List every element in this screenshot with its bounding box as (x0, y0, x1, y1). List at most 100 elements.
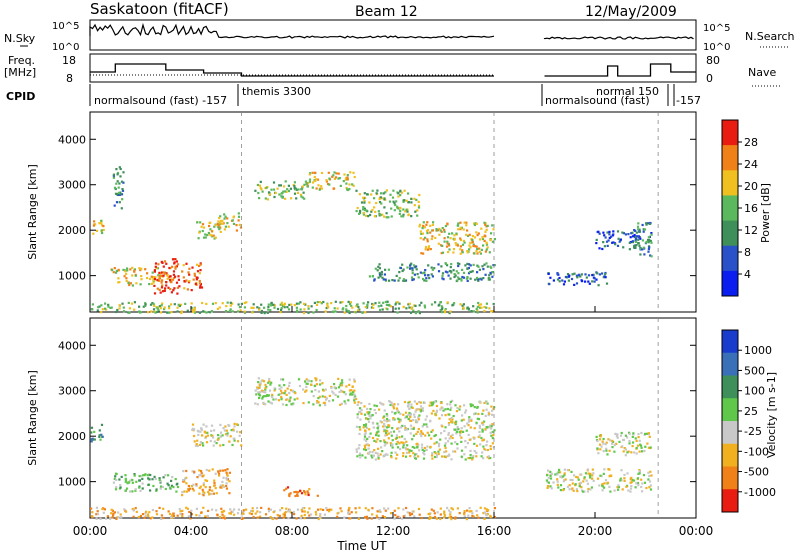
velocity-cell (471, 512, 474, 515)
velocity-cell (404, 428, 407, 431)
velocity-cell (421, 409, 424, 412)
power-cell (305, 182, 308, 185)
power-cell (302, 312, 306, 315)
power-cell (491, 224, 494, 227)
power-cell (402, 268, 405, 271)
power-cell (119, 167, 122, 171)
velocity-cell (355, 448, 358, 451)
velocity-cell (341, 379, 344, 382)
velocity-cell (317, 517, 320, 521)
velocity-cell (609, 439, 612, 442)
power-cell (341, 301, 344, 304)
power-cell (396, 311, 399, 314)
power-cell (563, 280, 566, 283)
power-cell (252, 303, 255, 306)
power-cell (166, 274, 169, 277)
velocity-cell (313, 384, 316, 388)
power-cell (420, 232, 423, 235)
cpid-label: CPID (6, 90, 35, 103)
power-cell (396, 301, 399, 304)
velocity-cell (422, 451, 425, 454)
power-cell (453, 234, 456, 237)
velocity-cell (210, 429, 213, 432)
power-cell (325, 180, 328, 183)
power-cell (645, 223, 648, 226)
velocity-cell (478, 426, 481, 429)
velocity-cell (95, 513, 98, 516)
power-cell (488, 307, 491, 310)
power-cell (482, 268, 485, 271)
velocity-colorbar-swatch (722, 330, 738, 354)
velocity-cell (110, 512, 113, 515)
power-cell (259, 180, 262, 183)
velocity-cell (141, 513, 145, 516)
power-cell (310, 305, 313, 308)
velocity-cell (599, 474, 602, 477)
power-cell (161, 284, 164, 287)
power-cell (216, 307, 219, 310)
power-cell (566, 273, 570, 276)
power-cell (380, 270, 383, 274)
power-cell (280, 308, 283, 311)
velocity-cell (282, 378, 285, 381)
power-cell (180, 310, 183, 313)
velocity-cell (371, 436, 375, 440)
power-cell (388, 200, 392, 203)
velocity-cell (614, 432, 617, 435)
power-cell (139, 283, 142, 286)
velocity-cell (355, 397, 358, 401)
power-cell (636, 235, 639, 238)
velocity-cell (478, 430, 481, 433)
power-cell (175, 265, 178, 268)
velocity-cell (396, 427, 399, 430)
velocity-cell (447, 432, 450, 435)
power-cell (556, 273, 559, 276)
power-cell (186, 309, 189, 312)
power-cell (130, 302, 134, 305)
velocity-cell (133, 473, 136, 476)
velocity-cell (182, 470, 185, 473)
power-cell (144, 268, 147, 271)
power-cell (221, 219, 224, 222)
power-cell (133, 301, 136, 304)
power-cell (617, 237, 620, 240)
power-cell (163, 308, 166, 311)
power-cell (573, 272, 576, 275)
velocity-cell (430, 516, 433, 519)
velocity-cell (124, 479, 128, 482)
power-cell (441, 306, 444, 309)
power-cell (427, 247, 430, 250)
velocity-cell (410, 449, 413, 452)
power-cell (300, 195, 303, 198)
power-cell (426, 229, 430, 232)
power-cell (104, 302, 107, 305)
velocity-cell (264, 383, 267, 386)
power-cell (440, 252, 443, 255)
power-cell (273, 304, 276, 307)
velocity-cell (645, 432, 648, 435)
power-cell (491, 240, 494, 243)
velocity-cell (411, 438, 414, 441)
velocity-cell (404, 416, 407, 419)
velocity-cell (549, 470, 552, 473)
power-cell (474, 245, 477, 248)
power-cell (115, 269, 118, 272)
power-cell (381, 276, 384, 279)
velocity-cell (647, 446, 650, 449)
power-cell (115, 201, 119, 204)
power-cell (476, 247, 479, 251)
velocity-cell (285, 507, 288, 510)
velocity-cell (302, 402, 305, 405)
velocity-cell (288, 381, 291, 384)
power-cell (370, 306, 373, 309)
power-cell (290, 303, 293, 306)
power-cell (443, 230, 446, 233)
velocity-cell (321, 382, 324, 385)
power-cell (482, 277, 485, 280)
power-cell (464, 264, 467, 267)
velocity-cell (148, 511, 151, 514)
velocity-cell (569, 478, 572, 481)
velocity-cell (155, 510, 158, 513)
velocity-cell (646, 442, 649, 445)
velocity-cell (269, 508, 273, 511)
